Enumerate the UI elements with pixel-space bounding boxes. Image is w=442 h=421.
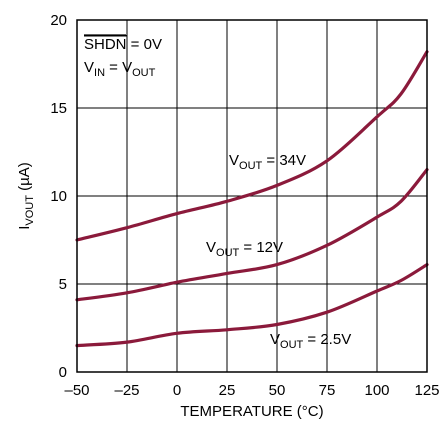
plot-frame <box>76 19 428 373</box>
x-tick-label: 0 <box>173 382 181 399</box>
series-line-2 <box>75 263 429 348</box>
x-tick-label: 25 <box>219 382 236 399</box>
series-label-2-5v: VOUT = 2.5V <box>270 331 351 351</box>
x-tick-label: 50 <box>269 382 286 399</box>
x-tick-label: –25 <box>114 382 139 399</box>
series-line-1 <box>75 168 429 302</box>
condition-shdn: SHDN = 0V <box>84 36 162 53</box>
x-tick-label: 75 <box>319 382 336 399</box>
series-lines <box>75 50 429 348</box>
series-line-0 <box>75 50 429 242</box>
x-tick-label: 100 <box>364 382 389 399</box>
y-tick-label: 10 <box>50 188 67 205</box>
x-axis-label: TEMPERATURE (°C) <box>180 403 323 420</box>
x-tick-label: 125 <box>414 382 439 399</box>
y-axis-label: IVOUT (µA) <box>16 162 36 230</box>
y-tick-labels: 0 5 10 15 20 <box>50 12 67 381</box>
y-tick-label: 5 <box>59 276 67 293</box>
x-tick-labels: –50 –25 0 25 50 75 100 125 <box>64 382 439 399</box>
shdn-overline-text: SHDN <box>84 36 127 53</box>
grid <box>77 20 427 372</box>
condition-vin-vout: VIN = VOUT <box>84 59 156 79</box>
y-tick-label: 15 <box>50 100 67 117</box>
series-label-34v: VOUT = 34V <box>229 152 306 172</box>
y-tick-label: 20 <box>50 12 67 29</box>
y-tick-label: 0 <box>59 364 67 381</box>
series-label-12v: VOUT = 12V <box>206 239 283 259</box>
x-tick-label: –50 <box>64 382 89 399</box>
